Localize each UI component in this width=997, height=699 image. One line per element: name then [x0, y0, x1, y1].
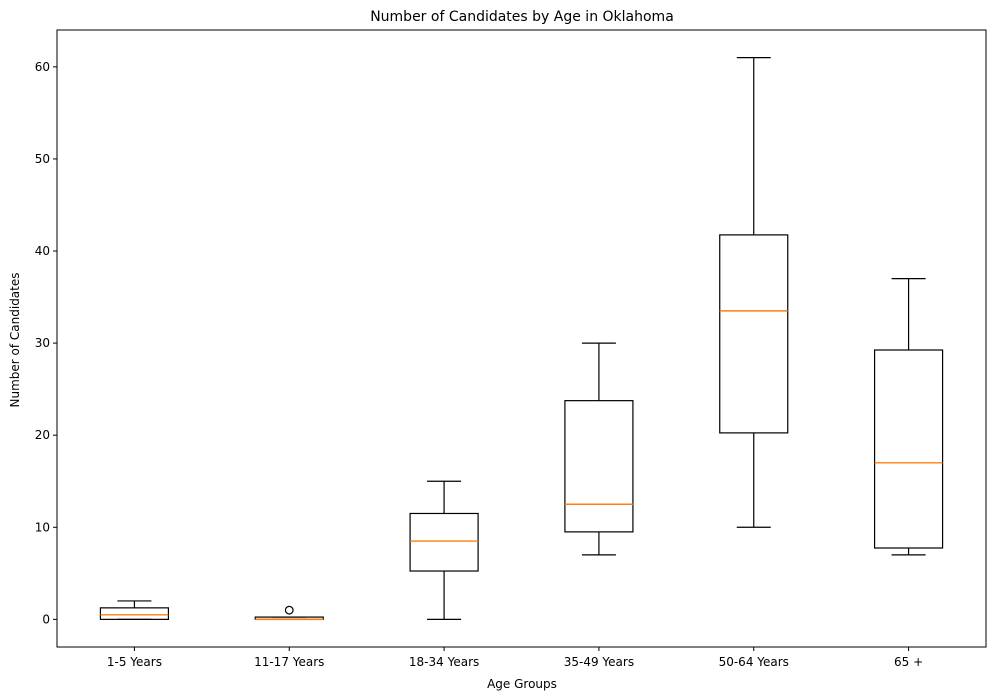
y-tick-label: 60 — [35, 60, 50, 74]
x-tick-label: 35-49 Years — [564, 655, 634, 669]
box — [564, 400, 634, 533]
y-tick-label: 40 — [35, 244, 50, 258]
box — [719, 234, 789, 434]
plot-frame — [56, 29, 987, 648]
plot-area: 0 10 20 30 40 50 60 1-5 Years 11-17 Years 18-34 Y… — [35, 29, 987, 669]
x-tick-label: 1-5 Years — [107, 655, 162, 669]
y-tick-label: 20 — [35, 428, 50, 442]
box — [409, 512, 479, 572]
y-tick-label: 30 — [35, 336, 50, 350]
x-tick-label: 50-64 Years — [719, 655, 789, 669]
x-tick-label: 18-34 Years — [409, 655, 479, 669]
outlier-point — [284, 605, 294, 615]
chart-title: Number of Candidates by Age in Oklahoma — [370, 9, 674, 25]
x-tick-label: 11-17 Years — [254, 655, 324, 669]
box — [873, 349, 944, 549]
y-tick-label: 50 — [35, 152, 50, 166]
box — [99, 607, 170, 620]
y-axis-title: Number of Candidates — [8, 273, 22, 408]
y-tick-label: 0 — [42, 612, 50, 626]
x-tick-label: 65 + — [894, 655, 923, 669]
y-tick-label: 10 — [35, 520, 50, 534]
x-axis-title: Age Groups — [487, 677, 557, 691]
